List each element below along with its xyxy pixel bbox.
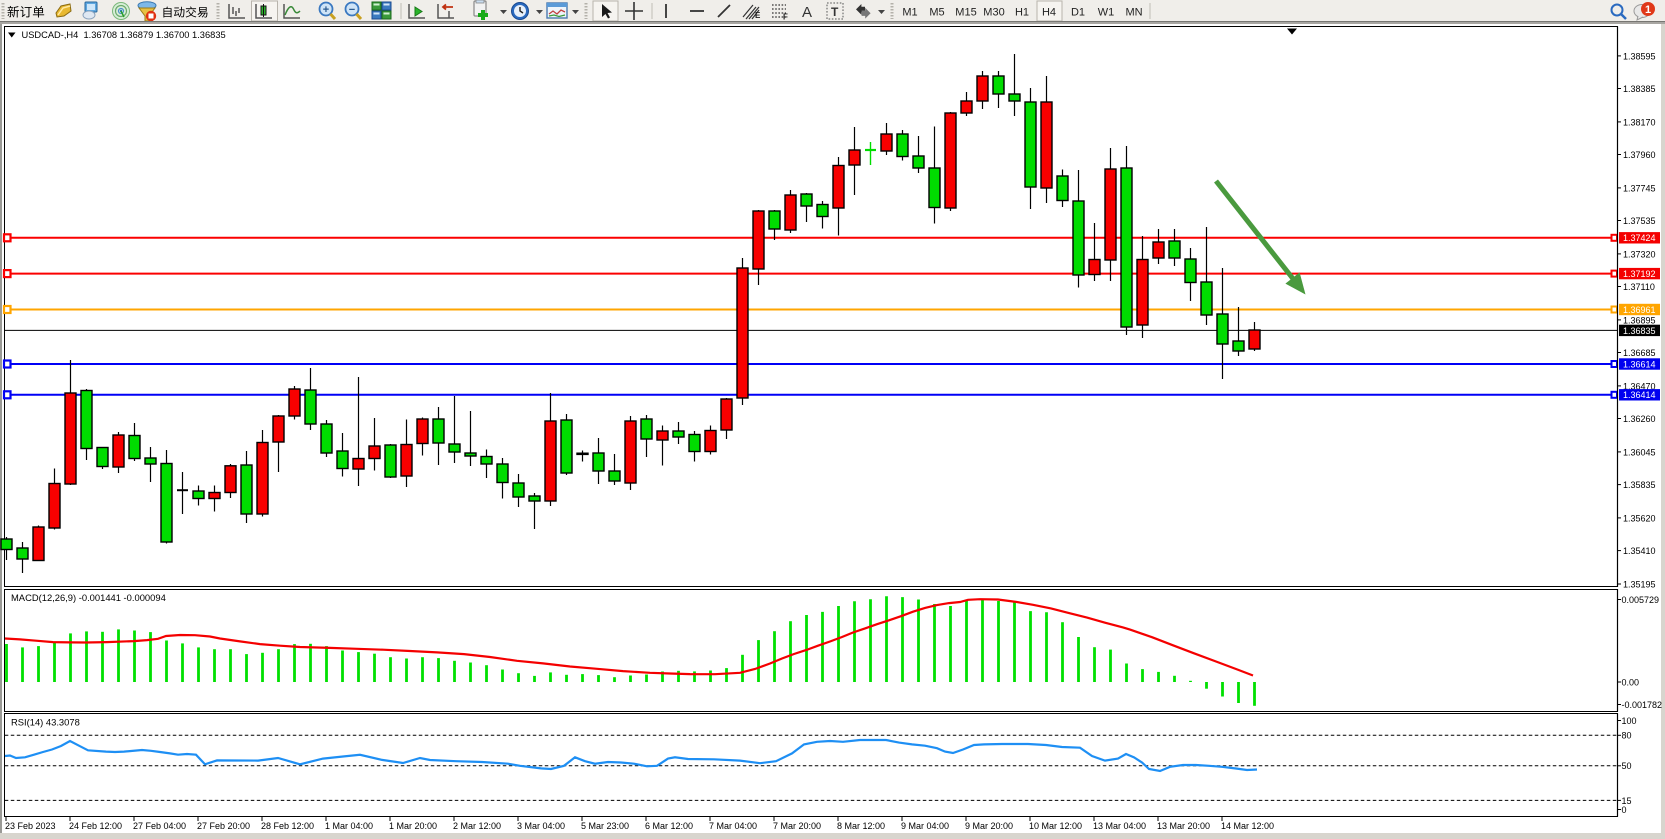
svg-text:1.37110: 1.37110	[1623, 282, 1655, 292]
svg-text:0.005729: 0.005729	[1622, 595, 1660, 605]
svg-text:9 Mar 04:00: 9 Mar 04:00	[901, 821, 949, 831]
svg-text:0: 0	[1622, 805, 1627, 815]
svg-text:1.37320: 1.37320	[1623, 249, 1656, 259]
svg-text:1.38170: 1.38170	[1623, 117, 1656, 127]
svg-text:1 Mar 04:00: 1 Mar 04:00	[325, 821, 373, 831]
svg-text:15: 15	[1622, 796, 1632, 806]
svg-text:1: 1	[1645, 4, 1651, 16]
svg-text:100: 100	[1622, 716, 1637, 726]
svg-text:14 Mar 12:00: 14 Mar 12:00	[1221, 821, 1274, 831]
svg-text:13 Mar 04:00: 13 Mar 04:00	[1093, 821, 1146, 831]
svg-text:USDCAD-,H4 1.36708 1.36879 1.: USDCAD-,H4 1.36708 1.36879 1.36700 1.368…	[22, 30, 226, 40]
svg-text:T: T	[831, 5, 839, 19]
svg-text:9 Mar 20:00: 9 Mar 20:00	[965, 821, 1013, 831]
svg-text:13 Mar 20:00: 13 Mar 20:00	[1157, 821, 1210, 831]
svg-text:H4: H4	[1042, 7, 1056, 19]
svg-text:M5: M5	[929, 7, 944, 19]
svg-text:1.35410: 1.35410	[1623, 546, 1656, 556]
svg-text:1.36835: 1.36835	[1623, 326, 1656, 336]
svg-text:F: F	[783, 13, 788, 22]
svg-text:23 Feb 2023: 23 Feb 2023	[5, 821, 56, 831]
svg-text:MACD(12,26,9) -0.001441 -0.000: MACD(12,26,9) -0.001441 -0.000094	[11, 592, 166, 603]
svg-text:1.37192: 1.37192	[1623, 269, 1656, 279]
svg-text:1.37424: 1.37424	[1623, 233, 1656, 243]
svg-text:1.37745: 1.37745	[1623, 183, 1656, 193]
svg-text:1.36895: 1.36895	[1623, 315, 1656, 325]
svg-text:RSI(14) 43.3078: RSI(14) 43.3078	[11, 717, 80, 728]
svg-text:1.36260: 1.36260	[1623, 414, 1656, 424]
svg-text:28 Feb 12:00: 28 Feb 12:00	[261, 821, 314, 831]
svg-text:M15: M15	[955, 7, 976, 19]
svg-text:1.36470: 1.36470	[1623, 381, 1656, 391]
svg-text:1 Mar 20:00: 1 Mar 20:00	[389, 821, 437, 831]
svg-text:1.35835: 1.35835	[1623, 480, 1656, 490]
svg-text:1.37960: 1.37960	[1623, 150, 1656, 160]
svg-text:6 Mar 12:00: 6 Mar 12:00	[645, 821, 693, 831]
svg-text:+: +	[323, 4, 329, 16]
svg-text:MN: MN	[1125, 7, 1142, 19]
svg-text:1.36045: 1.36045	[1623, 447, 1656, 457]
svg-text:W1: W1	[1098, 7, 1115, 19]
svg-text:D1: D1	[1071, 7, 1085, 19]
svg-text:50: 50	[1622, 761, 1632, 771]
svg-text:1.36614: 1.36614	[1623, 359, 1656, 369]
svg-text:H1: H1	[1015, 7, 1029, 19]
svg-text:1.36961: 1.36961	[1623, 305, 1656, 315]
svg-text:27 Feb 20:00: 27 Feb 20:00	[197, 821, 250, 831]
svg-text:1.35195: 1.35195	[1623, 579, 1656, 589]
svg-text:5 Mar 23:00: 5 Mar 23:00	[581, 821, 629, 831]
svg-text:-0.001782: -0.001782	[1622, 700, 1663, 710]
svg-text:−: −	[349, 4, 355, 16]
svg-text:7 Mar 04:00: 7 Mar 04:00	[709, 821, 757, 831]
svg-text:A: A	[802, 4, 812, 21]
svg-text:1.38385: 1.38385	[1623, 84, 1656, 94]
svg-text:8 Mar 12:00: 8 Mar 12:00	[837, 821, 885, 831]
svg-text:10 Mar 12:00: 10 Mar 12:00	[1029, 821, 1082, 831]
svg-text:E: E	[755, 11, 761, 20]
svg-text:0.00: 0.00	[1622, 677, 1640, 687]
svg-text:1.36414: 1.36414	[1623, 390, 1656, 400]
svg-text:2 Mar 12:00: 2 Mar 12:00	[453, 821, 501, 831]
svg-text:7 Mar 20:00: 7 Mar 20:00	[773, 821, 821, 831]
svg-text:24 Feb 12:00: 24 Feb 12:00	[69, 821, 122, 831]
svg-text:27 Feb 04:00: 27 Feb 04:00	[133, 821, 186, 831]
svg-text:1.35620: 1.35620	[1623, 513, 1656, 523]
svg-text:M1: M1	[902, 7, 917, 19]
svg-text:3 Mar 04:00: 3 Mar 04:00	[517, 821, 565, 831]
svg-text:80: 80	[1622, 731, 1632, 741]
svg-text:M30: M30	[983, 7, 1004, 19]
svg-text:1.36685: 1.36685	[1623, 348, 1656, 358]
svg-text:1.37535: 1.37535	[1623, 216, 1656, 226]
svg-text:1.38595: 1.38595	[1623, 51, 1656, 61]
